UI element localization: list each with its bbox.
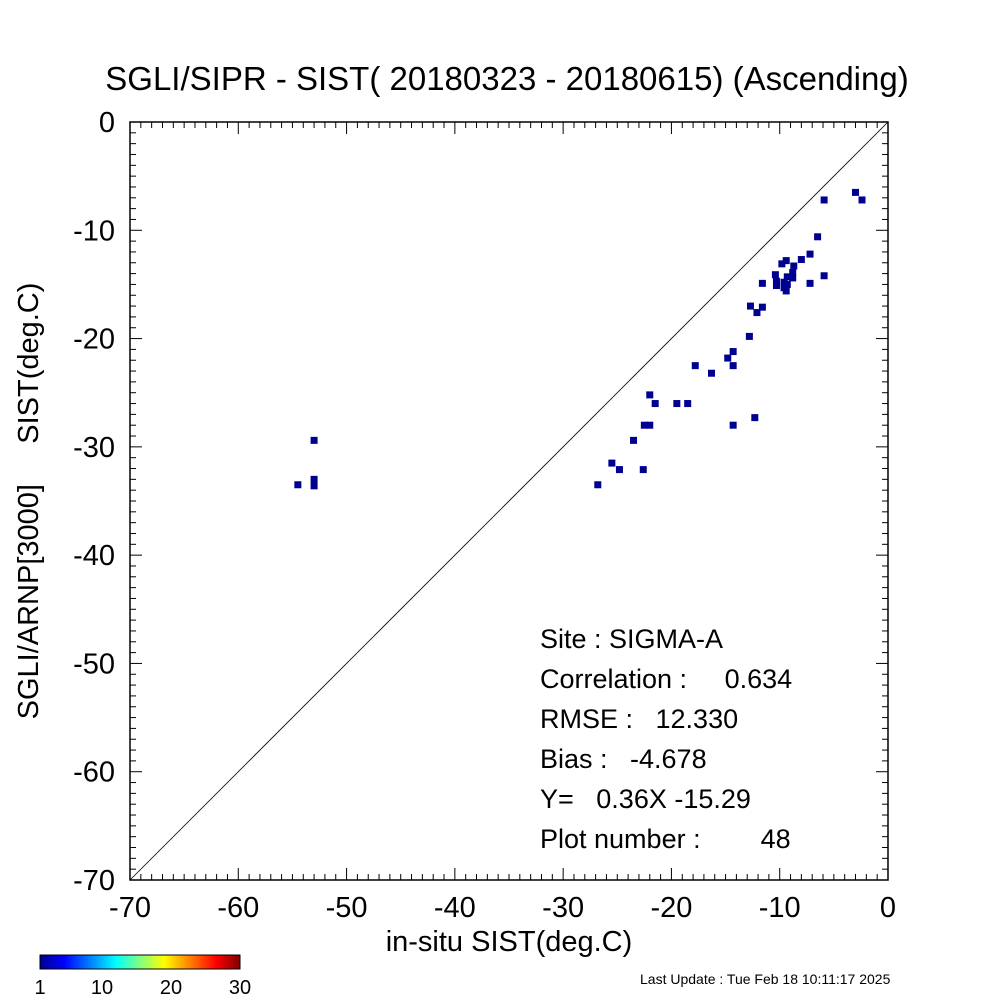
data-point — [691, 362, 699, 370]
y-tick-label: -20 — [73, 324, 115, 356]
data-point — [772, 277, 780, 285]
y-tick-label: -10 — [73, 215, 115, 247]
data-point — [858, 196, 866, 204]
data-point — [806, 250, 814, 258]
data-point — [820, 272, 828, 280]
data-point — [673, 400, 681, 408]
data-point — [651, 400, 659, 408]
data-point — [729, 362, 737, 370]
y-axis-label: SGLI/ARNP[3000] SIST(deg.C) — [13, 283, 45, 720]
data-point — [310, 482, 318, 490]
colorbar-label-20: 20 — [160, 977, 182, 999]
data-point — [783, 273, 791, 281]
y-tick-label: -40 — [73, 540, 115, 572]
stats-plot-number: Plot number : 48 — [540, 824, 791, 854]
x-tick-label: -70 — [109, 892, 151, 924]
x-tick-label: -30 — [542, 892, 584, 924]
data-point — [806, 279, 814, 287]
stats-box: Site : SIGMA-A Correlation : 0.634 RMSE … — [540, 624, 792, 854]
data-point — [684, 400, 692, 408]
x-tick-label: -50 — [326, 892, 368, 924]
data-point — [782, 257, 790, 265]
colorbar-label-1: 1 — [34, 977, 45, 999]
data-point — [594, 481, 602, 489]
data-point — [789, 269, 797, 277]
data-point — [772, 282, 780, 290]
data-point — [771, 271, 779, 279]
colorbar-label-30: 30 — [229, 977, 251, 999]
data-points — [294, 188, 866, 490]
data-point — [758, 303, 766, 311]
x-tick-label: -60 — [217, 892, 259, 924]
chart-title: SGLI/SIPR - SIST( 20180323 - 20180615) (… — [105, 60, 908, 97]
colorbar-label-10: 10 — [91, 977, 113, 999]
data-point — [814, 233, 822, 241]
x-tick-labels: -70 -60 -50 -40 -30 -20 -10 0 — [109, 892, 896, 924]
y-tick-label: -30 — [73, 432, 115, 464]
data-point — [729, 348, 737, 356]
data-point — [615, 466, 623, 474]
x-tick-label: 0 — [880, 892, 896, 924]
data-point — [745, 332, 753, 340]
y-tick-label: 0 — [99, 107, 115, 139]
data-point — [640, 421, 648, 429]
y-tick-label: -50 — [73, 648, 115, 680]
data-point — [646, 421, 654, 429]
x-tick-label: -10 — [759, 892, 801, 924]
data-point — [724, 354, 732, 362]
x-axis-label: in-situ SIST(deg.C) — [386, 926, 633, 958]
data-point — [646, 391, 654, 399]
x-tick-label: -20 — [650, 892, 692, 924]
data-point — [729, 421, 737, 429]
data-point — [753, 309, 761, 317]
data-point — [608, 459, 616, 467]
y-tick-label: -70 — [73, 865, 115, 897]
y-tick-label: -60 — [73, 757, 115, 789]
data-point — [789, 274, 797, 282]
stats-regression: Y= 0.36X -15.29 — [540, 784, 751, 814]
colorbar-gradient — [39, 954, 241, 970]
data-point — [707, 369, 715, 377]
data-point — [820, 196, 828, 204]
data-point — [852, 188, 860, 196]
data-point — [639, 466, 647, 474]
stats-bias: Bias : -4.678 — [540, 744, 707, 774]
data-point — [782, 287, 790, 295]
colorbar: 1 10 20 30 — [34, 954, 251, 999]
data-point — [630, 436, 638, 444]
data-point — [294, 481, 302, 489]
data-point — [778, 260, 786, 268]
data-point — [746, 302, 754, 310]
stats-rmse: RMSE : 12.330 — [540, 704, 738, 734]
data-point — [790, 262, 798, 270]
x-tick-label: -40 — [434, 892, 476, 924]
last-update-footer: Last Update : Tue Feb 18 10:11:17 2025 — [640, 971, 891, 987]
data-point — [310, 436, 318, 444]
y-tick-labels: -70 -60 -50 -40 -30 -20 -10 0 — [73, 107, 115, 897]
data-point — [758, 279, 766, 287]
data-point — [751, 414, 759, 422]
data-point — [797, 256, 805, 264]
stats-site: Site : SIGMA-A — [540, 624, 723, 654]
data-point — [310, 475, 318, 483]
tick-marks — [129, 121, 889, 881]
stats-correlation: Correlation : 0.634 — [540, 664, 792, 694]
data-point — [783, 280, 791, 288]
one-to-one-line — [129, 121, 889, 881]
